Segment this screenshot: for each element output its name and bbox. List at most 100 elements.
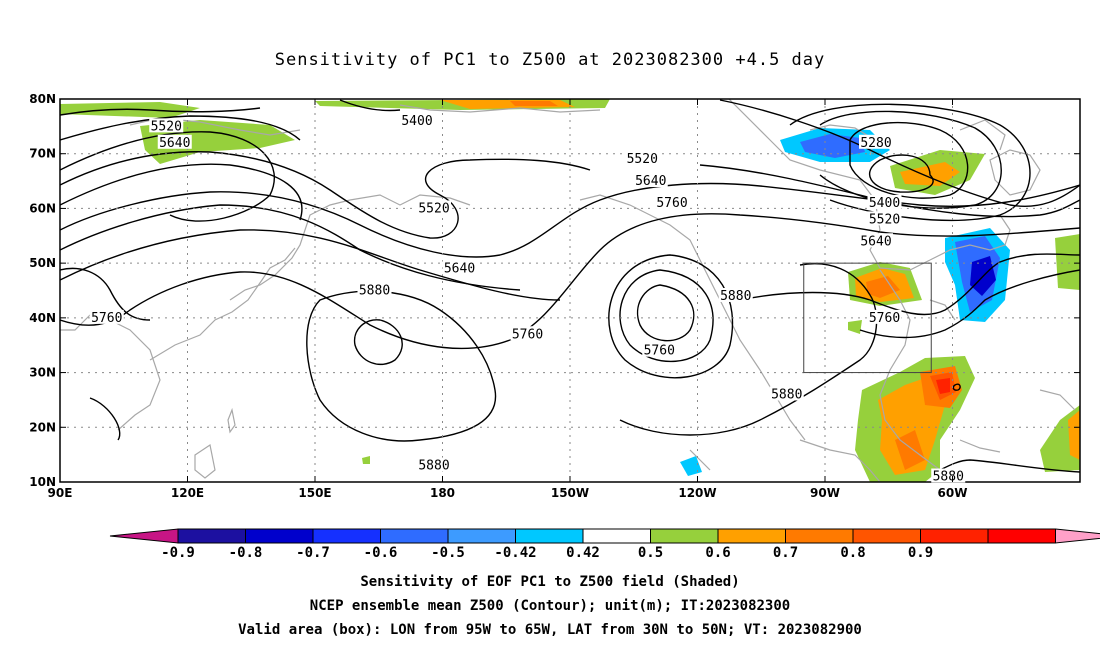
colorbar-segment [582,528,651,544]
colorbar-segment [987,528,1056,544]
contour-label-bg [867,194,902,209]
contour-label-bg [357,282,392,297]
valid-area-box [803,262,932,374]
longitude-labels: 90E 120E 150E 180 150W 120W 90W 60W [48,99,968,500]
colorbar-label: -0.8 [229,545,263,561]
latitude-labels: 80N 70N 60N 50N 40N 30N 20N 10N [29,92,1080,489]
contour-label: 5760 [869,311,900,326]
colorbar-segment [650,528,719,544]
lat-label: 70N [29,147,56,161]
contour-label-bg [157,134,192,149]
contour-label: 5760 [91,311,122,326]
contour-label-bg [149,118,184,133]
shade-positive-region [895,430,925,470]
contour-label-bg [867,309,902,324]
colorbar-label: -0.5 [431,545,465,561]
contour-label: 5640 [860,234,891,249]
shade-positive-region [848,320,862,334]
colorbar-segment [447,528,516,544]
colorbar-segment [245,528,314,544]
z500-contours [60,99,1080,473]
lat-label: 10N [29,475,56,489]
contour-label-bg [400,112,434,127]
lat-label: 80N [29,92,56,106]
colorbar-segment [852,528,921,544]
lat-label: 40N [29,311,56,325]
shade-positive-region [60,102,200,118]
shade-positive-region [510,101,558,106]
shade-positive-region [1055,234,1080,290]
contour-label-bg [718,287,753,302]
contour-label: 5880 [720,289,751,304]
sensitivity-shading [60,99,1080,482]
contour-label: 5880 [771,387,802,402]
contour-label-bg [417,457,451,472]
contour-label: 5520 [151,119,182,134]
footer-line-shaded: Sensitivity of EOF PC1 to Z500 field (Sh… [360,574,740,590]
colorbar-max-arrow [1055,528,1100,544]
colorbar-label: -0.9 [161,545,195,561]
colorbar-label: -0.6 [364,545,398,561]
contour-label-bg [633,173,668,188]
lon-label: 150E [298,486,331,500]
contour-label: 5760 [512,327,543,342]
lon-label: 120W [678,486,716,500]
contour-label: 5520 [418,201,449,216]
contour-label: 5280 [860,136,891,151]
contour-label: 5760 [656,196,687,211]
contour-label-bg [417,200,451,215]
colorbar-label: 0.5 [638,545,663,561]
contour-label-bg [642,342,677,357]
colorbar-segment [717,528,786,544]
colorbar-label: 0.8 [840,545,865,561]
colorbar-label: 0.7 [773,545,798,561]
colorbar-segment [380,528,449,544]
contour-label-bg [89,309,124,324]
colorbar-segment [920,528,989,544]
colorbar-label: 0.9 [908,545,933,561]
contour-label-bg [859,233,893,248]
colorbar-label: -0.42 [494,545,536,561]
shade-positive-region [866,276,900,298]
shade-negative-region [680,456,702,476]
contour-label: 5400 [401,114,432,129]
colorbar-segment [312,528,381,544]
contour-label: 5640 [444,262,475,277]
contour-label: 5640 [159,136,190,151]
colorbar-min-arrow [109,528,179,544]
contour-label-bg [859,134,893,149]
contour-label: 5760 [644,344,675,359]
contour-label-bg [625,151,660,166]
contour-label: 5880 [933,470,964,485]
contour-label-bg [867,211,902,226]
footer-line-contour: NCEP ensemble mean Z500 (Contour); unit(… [309,598,791,614]
contour-labels: 5520 5640 5400 5520 5640 5880 5760 5760 5880 5520… [89,112,966,485]
colorbar-segment [515,528,584,544]
lon-label: 60W [938,486,968,500]
colorbar-label: 0.42 [566,545,600,561]
colorbar-segment [785,528,854,544]
footer-line-valid-area: Valid area (box): LON from 95W to 65W, L… [238,622,862,638]
colorbar-segment [177,528,246,544]
contour-label: 5640 [635,174,666,189]
lat-label: 20N [29,420,56,434]
colorbar: -0.9 -0.8 -0.7 -0.6 -0.5 -0.42 0.42 0.5 0.6 0.7 0.… [109,528,1100,561]
contour-label: 5520 [869,212,900,227]
lon-label: 90W [810,486,840,500]
map-grid [60,99,1080,482]
lon-label: 180 [430,486,455,500]
contour-label-bg [510,326,545,341]
lat-label: 50N [29,256,56,270]
colorbar-label: -0.7 [296,545,330,561]
contour-label-bg [931,468,966,483]
contour-label: 5880 [359,284,390,299]
contour-label-bg [769,386,804,401]
shade-positive-region [936,378,950,394]
page-title: Sensitivity of PC1 to Z500 at 2023082300… [274,50,826,70]
contour-label: 5520 [627,152,658,167]
lat-label: 60N [29,201,56,215]
contour-label-bg [442,260,477,275]
colorbar-label: 0.6 [705,545,730,561]
lon-label: 90E [48,486,73,500]
